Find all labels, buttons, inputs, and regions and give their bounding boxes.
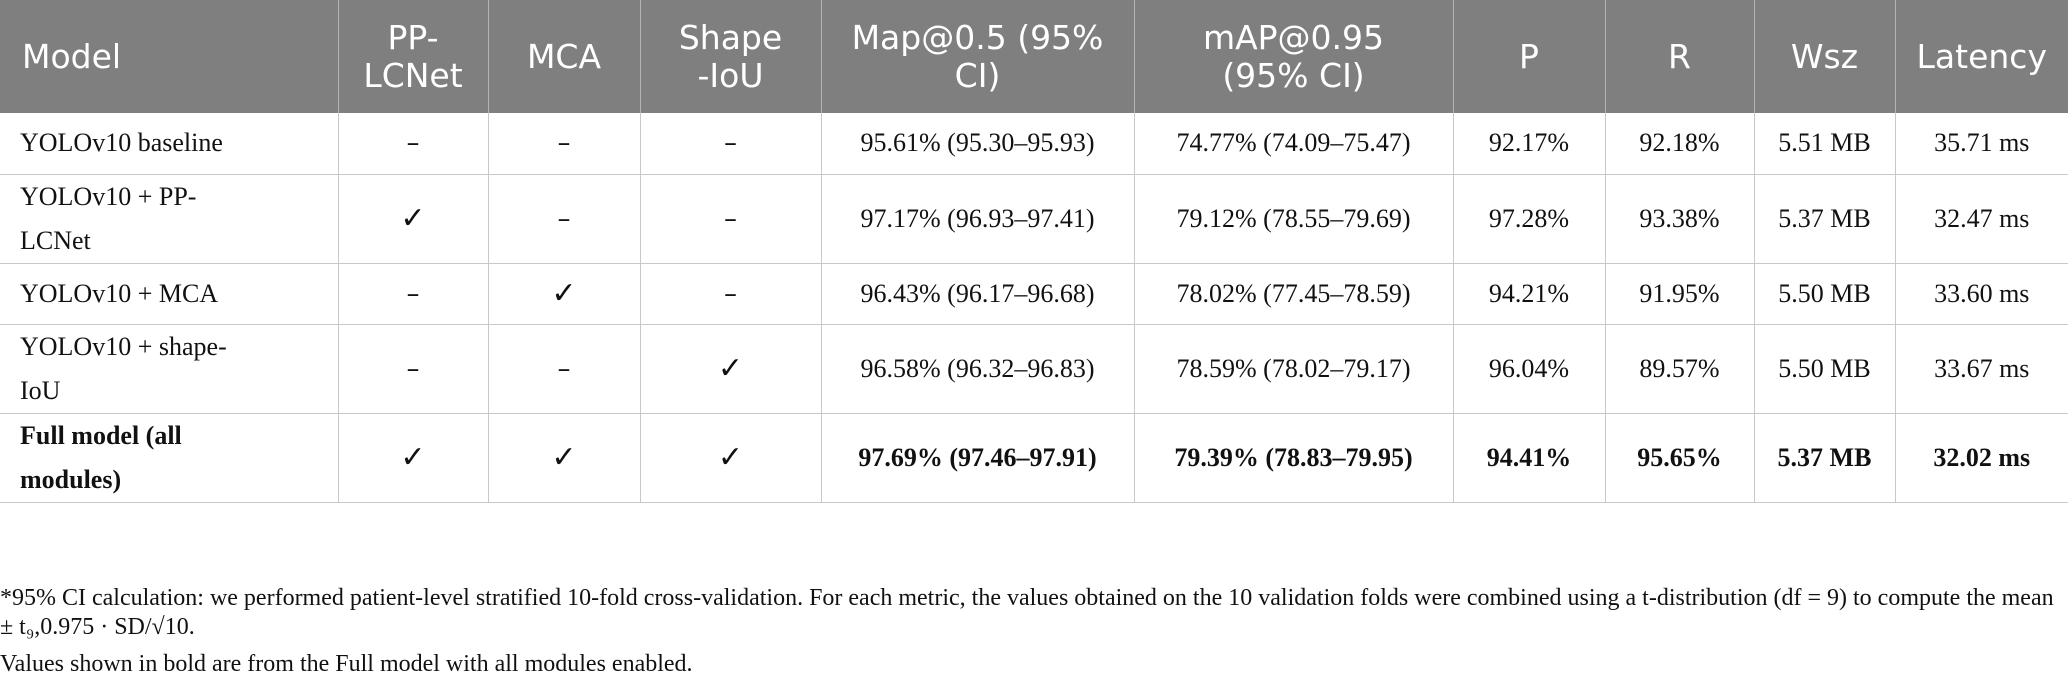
cell-precision: 94.41% — [1452, 413, 1605, 503]
header-shape-iou: Shape -IoU — [639, 0, 821, 113]
cell-pp-lcnet: ✓ — [337, 413, 488, 503]
cell-map50: 95.61% (95.30–95.93) — [820, 113, 1134, 175]
cell-precision: 94.21% — [1452, 263, 1605, 325]
cell-mca: – — [487, 113, 640, 175]
cell-model: YOLOv10 + shape- IoU — [0, 324, 338, 414]
cell-shape-iou: – — [639, 263, 821, 325]
cell-model: Full model (all modules) — [0, 413, 338, 503]
cell-latency: 32.47 ms — [1894, 174, 2068, 264]
cell-map95: 79.12% (78.55–79.69) — [1133, 174, 1453, 264]
cell-pp-lcnet: – — [337, 263, 488, 325]
cell-shape-iou: ✓ — [639, 324, 821, 414]
cell-weight-size: 5.37 MB — [1753, 413, 1895, 503]
cell-precision: 97.28% — [1452, 174, 1605, 264]
cell-weight-size: 5.51 MB — [1753, 113, 1895, 175]
header-mca: MCA — [487, 0, 640, 113]
cell-model: YOLOv10 baseline — [0, 113, 338, 175]
cell-recall: 93.38% — [1604, 174, 1754, 264]
cell-pp-lcnet: – — [337, 324, 488, 414]
cell-mca: ✓ — [487, 263, 640, 325]
table-row: YOLOv10 + shape- IoU – – ✓ 96.58% (96.32–… — [0, 324, 2068, 414]
header-pp-lcnet: PP- LCNet — [337, 0, 488, 113]
cell-weight-size: 5.50 MB — [1753, 324, 1895, 414]
cell-map95: 78.59% (78.02–79.17) — [1133, 324, 1453, 414]
table-body: YOLOv10 baseline – – – 95.61% (95.30–95.… — [0, 113, 2068, 503]
cell-precision: 92.17% — [1452, 113, 1605, 175]
table-header: Model PP- LCNet MCA Shape -IoU Map@0.5 (95… — [0, 0, 2068, 113]
cell-recall: 91.95% — [1604, 263, 1754, 325]
cell-pp-lcnet: – — [337, 113, 488, 175]
header-row: Model PP- LCNet MCA Shape -IoU Map@0.5 (95… — [0, 0, 2068, 113]
cell-latency: 32.02 ms — [1894, 413, 2068, 503]
cell-shape-iou: – — [639, 174, 821, 264]
cell-shape-iou: – — [639, 113, 821, 175]
table-row: YOLOv10 baseline – – – 95.61% (95.30–95.… — [0, 113, 2068, 175]
cell-recall: 92.18% — [1604, 113, 1754, 175]
footnote-bold-values: Values shown in bold are from the Full m… — [0, 651, 693, 677]
cell-pp-lcnet: ✓ — [337, 174, 488, 264]
header-precision: P — [1452, 0, 1605, 113]
cell-latency: 35.71 ms — [1894, 113, 2068, 175]
cell-map50: 97.69% (97.46–97.91) — [820, 413, 1134, 503]
header-recall: R — [1604, 0, 1754, 113]
cell-map95: 78.02% (77.45–78.59) — [1133, 263, 1453, 325]
cell-weight-size: 5.50 MB — [1753, 263, 1895, 325]
footnote-ci-calculation: *95% CI calculation: we performed patien… — [0, 585, 2054, 640]
cell-map95: 74.77% (74.09–75.47) — [1133, 113, 1453, 175]
cell-latency: 33.60 ms — [1894, 263, 2068, 325]
cell-recall: 89.57% — [1604, 324, 1754, 414]
ablation-table: Model PP- LCNet MCA Shape -IoU Map@0.5 (95… — [0, 0, 2068, 503]
cell-map95: 79.39% (78.83–79.95) — [1133, 413, 1453, 503]
cell-model: YOLOv10 + MCA — [0, 263, 338, 325]
header-model: Model — [0, 0, 338, 113]
table-row: YOLOv10 + MCA – ✓ – 96.43% (96.17–96.68)… — [0, 263, 2068, 325]
cell-mca: ✓ — [487, 413, 640, 503]
cell-weight-size: 5.37 MB — [1753, 174, 1895, 264]
cell-mca: – — [487, 324, 640, 414]
cell-model: YOLOv10 + PP- LCNet — [0, 174, 338, 264]
table-footnotes: *95% CI calculation: we performed patien… — [0, 584, 2060, 679]
cell-latency: 33.67 ms — [1894, 324, 2068, 414]
cell-map50: 96.58% (96.32–96.83) — [820, 324, 1134, 414]
cell-map50: 96.43% (96.17–96.68) — [820, 263, 1134, 325]
header-map-0-95: mAP@0.95 (95% CI) — [1133, 0, 1453, 113]
cell-recall: 95.65% — [1604, 413, 1754, 503]
header-map-0-5: Map@0.5 (95% CI) — [820, 0, 1134, 113]
cell-mca: – — [487, 174, 640, 264]
cell-precision: 96.04% — [1452, 324, 1605, 414]
header-latency: Latency — [1894, 0, 2068, 113]
cell-shape-iou: ✓ — [639, 413, 821, 503]
table-row: Full model (all modules) ✓ ✓ ✓ 97.69% (97… — [0, 413, 2068, 503]
table-row: YOLOv10 + PP- LCNet ✓ – – 97.17% (96.93–9… — [0, 174, 2068, 264]
cell-map50: 97.17% (96.93–97.41) — [820, 174, 1134, 264]
header-weight-size: Wsz — [1753, 0, 1895, 113]
